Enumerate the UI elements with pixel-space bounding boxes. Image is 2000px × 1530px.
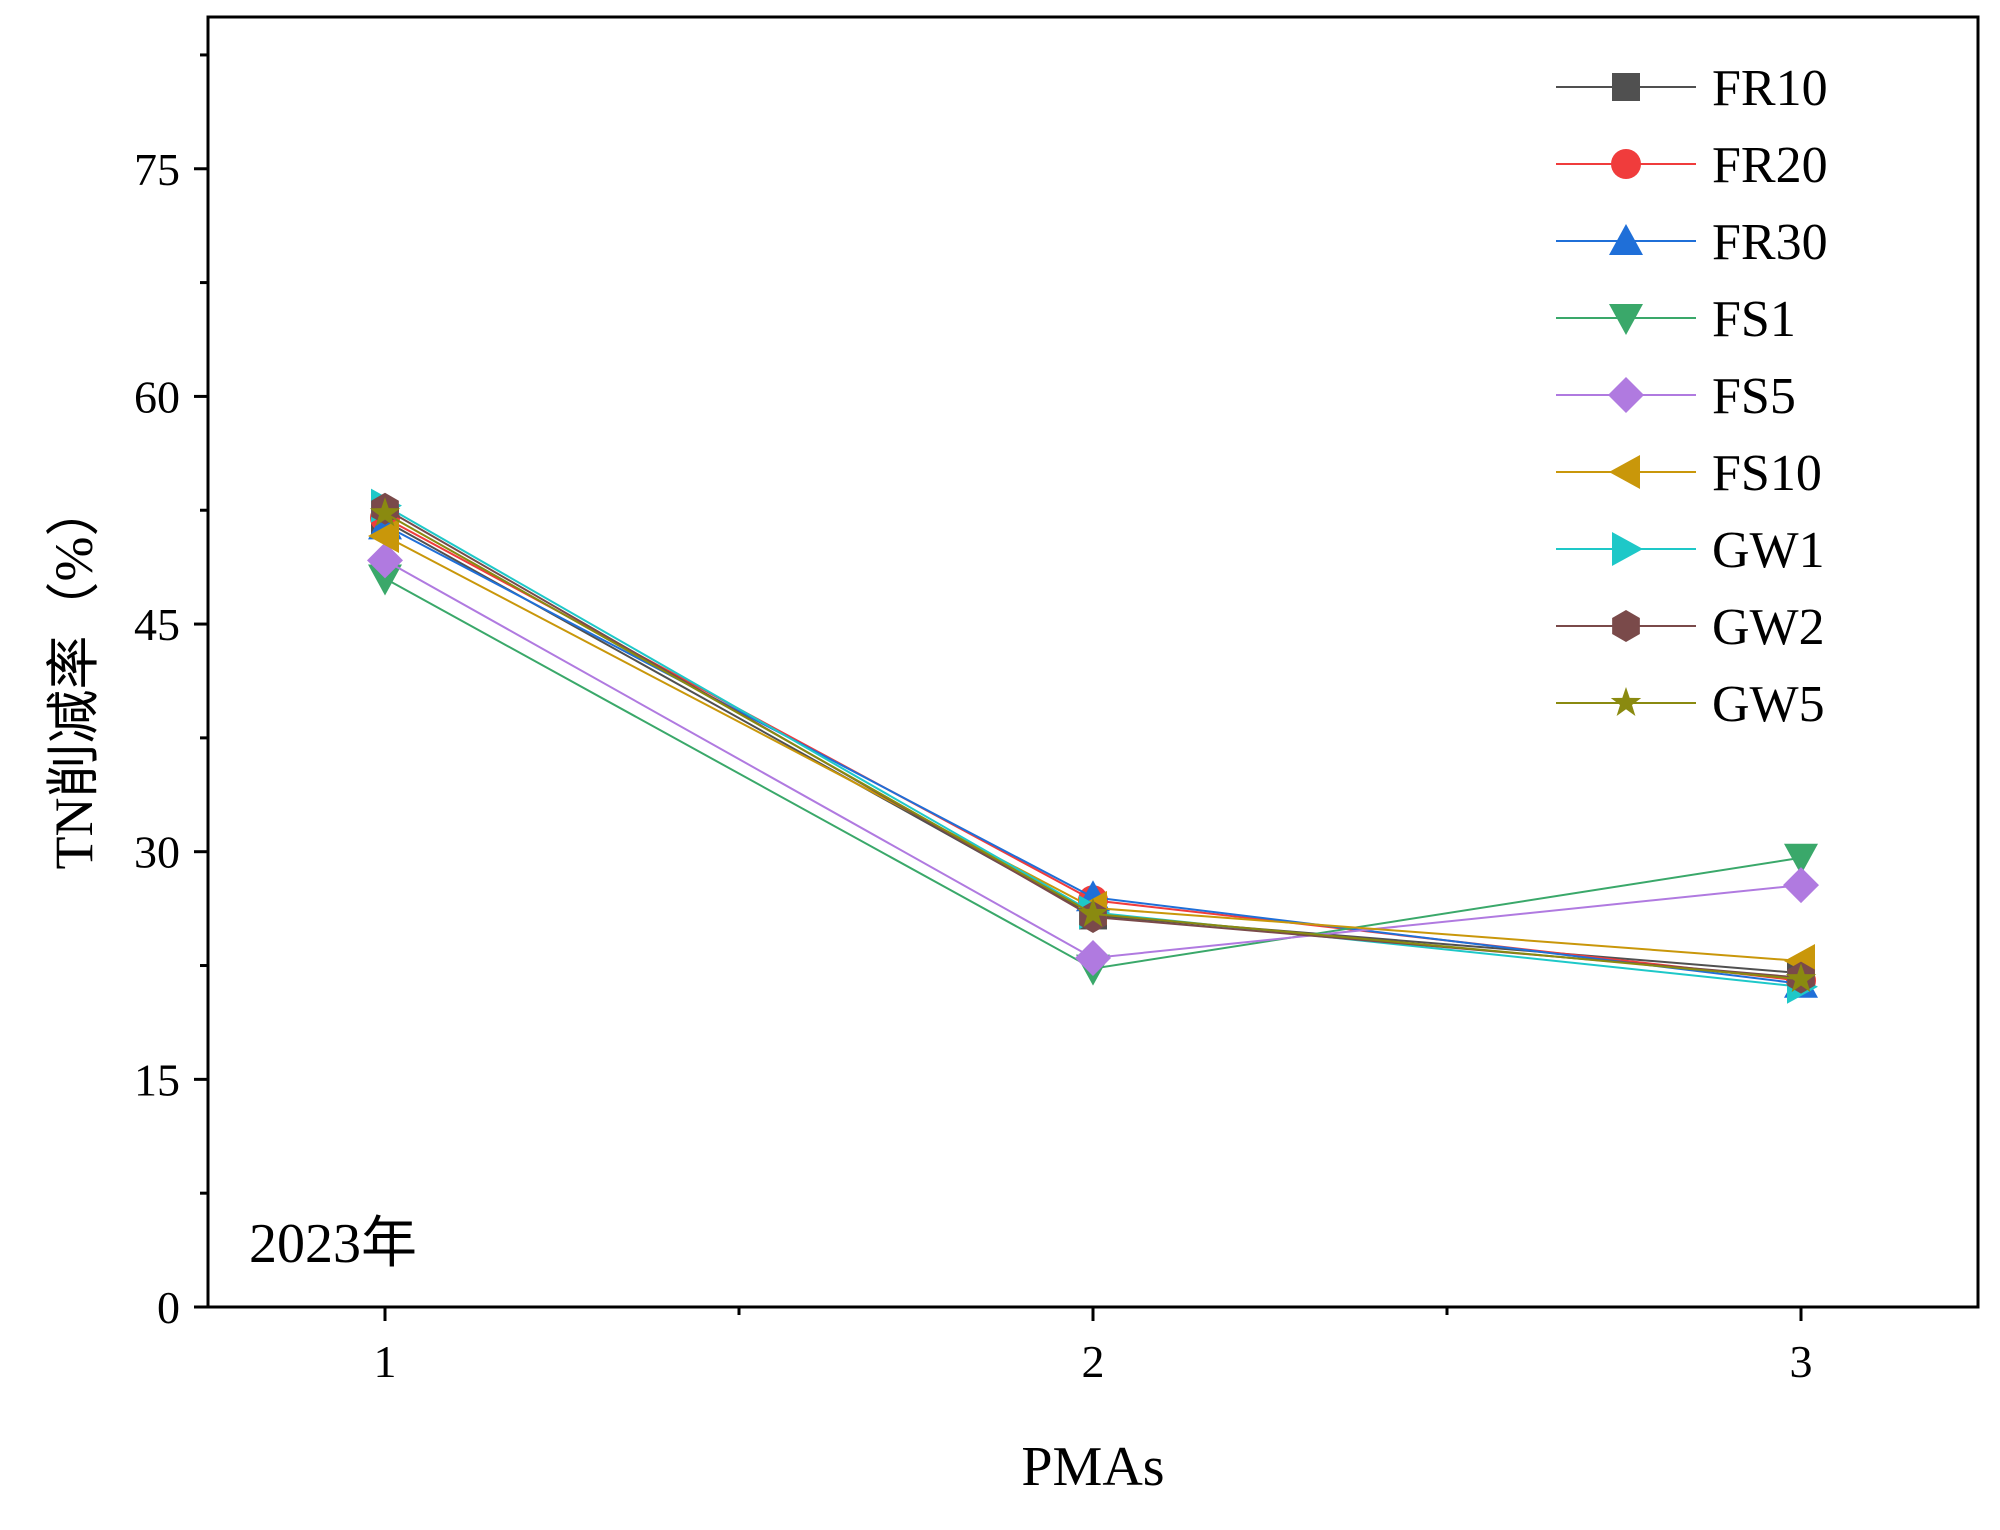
legend-marker xyxy=(1612,73,1640,101)
data-point xyxy=(1784,843,1818,875)
data-point xyxy=(369,497,401,527)
legend-item: GW5 xyxy=(1556,676,1825,733)
legend-item: FS1 xyxy=(1556,291,1796,348)
legend-item: FR30 xyxy=(1556,214,1828,271)
plot-frame xyxy=(206,15,1980,1309)
legend-label: GW2 xyxy=(1712,599,1825,656)
legend-label: FR20 xyxy=(1712,137,1828,194)
legend-marker xyxy=(1608,377,1644,413)
data-point xyxy=(1783,867,1819,904)
legend-marker xyxy=(1612,610,1640,642)
data-point xyxy=(368,519,399,554)
y-tick-label: 15 xyxy=(134,1054,180,1105)
legend-item: FR10 xyxy=(1556,60,1828,117)
series-gw5 xyxy=(369,497,1817,993)
data-point xyxy=(367,542,403,579)
legend-item: FR20 xyxy=(1556,137,1828,194)
data-point xyxy=(1075,939,1111,976)
plot-marks xyxy=(367,488,1819,1004)
y-tick-label: 75 xyxy=(134,144,180,195)
legend-label: FR10 xyxy=(1712,60,1828,117)
axes: 0 15 30 45 60 75 1 2 3 xyxy=(134,53,1813,1387)
legend-marker xyxy=(1609,304,1643,335)
y-tick-label: 60 xyxy=(134,371,180,422)
legend-marker xyxy=(1609,224,1643,255)
x-tick-label: 2 xyxy=(1082,1336,1105,1387)
data-point xyxy=(368,564,402,596)
legend-marker xyxy=(1609,455,1640,489)
legend-marker xyxy=(1611,149,1641,179)
legend-label: FR30 xyxy=(1712,214,1828,271)
legend: FR10 FR20 FR30 FS1 FS5 FS10 GW1 GW2 GW5 xyxy=(1556,60,1828,733)
legend-marker xyxy=(1610,687,1642,716)
legend-label: GW5 xyxy=(1712,676,1825,733)
x-axis-title: PMAs xyxy=(1021,1436,1164,1498)
legend-item: FS10 xyxy=(1556,445,1822,502)
legend-item: GW1 xyxy=(1556,522,1825,579)
data-point xyxy=(1077,897,1109,927)
x-tick-label: 3 xyxy=(1790,1336,1813,1387)
legend-label: FS1 xyxy=(1712,291,1796,348)
series-fs5 xyxy=(367,542,1819,976)
y-tick-label: 30 xyxy=(134,827,180,878)
legend-label: FS5 xyxy=(1712,368,1796,425)
y-tick-label: 0 xyxy=(157,1282,180,1333)
y-axis-title: TN削减率（%） xyxy=(44,483,104,870)
legend-marker xyxy=(1612,532,1643,566)
y-tick-label: 45 xyxy=(134,599,180,650)
legend-label: GW1 xyxy=(1712,522,1825,579)
legend-item: FS5 xyxy=(1556,368,1796,425)
legend-item: GW2 xyxy=(1556,599,1825,656)
data-point xyxy=(1785,963,1817,993)
legend-label: FS10 xyxy=(1712,445,1822,502)
x-tick-label: 1 xyxy=(374,1336,397,1387)
year-annotation: 2023年 xyxy=(249,1213,417,1275)
